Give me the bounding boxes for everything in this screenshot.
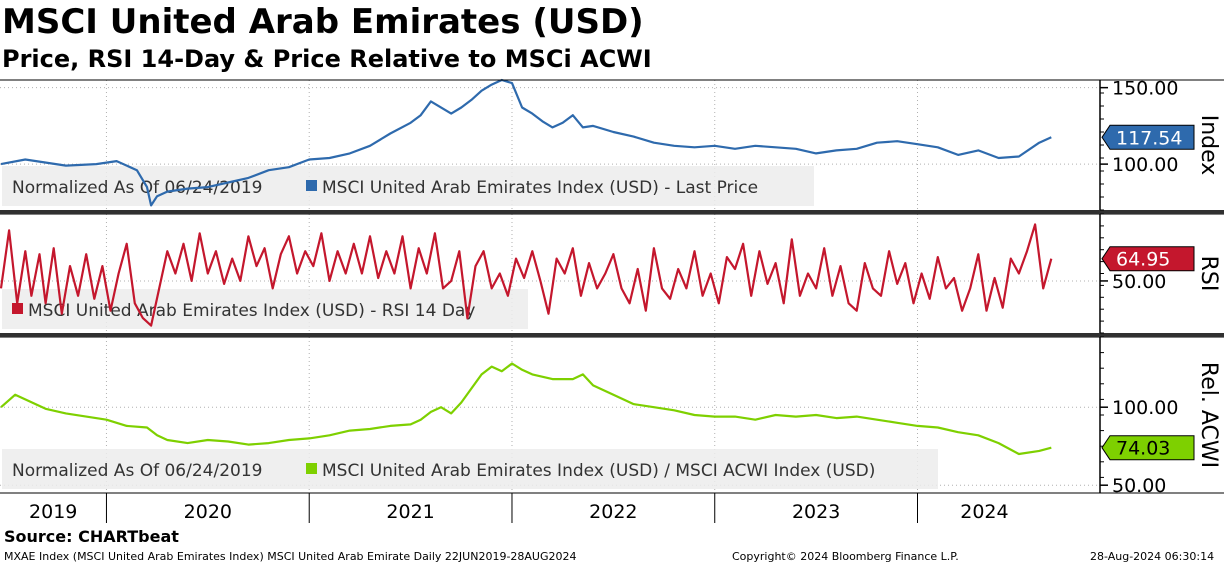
x-tick-label: 2019: [29, 501, 77, 523]
legend-series-label: MSCI United Arab Emirates Index (USD) - …: [322, 178, 758, 198]
legend-series-label: MSCI United Arab Emirates Index (USD) / …: [322, 461, 875, 481]
legend-normalized-label: Normalized As Of 06/24/2019: [12, 178, 262, 198]
last-value-tag: [1101, 435, 1195, 461]
x-tick-label: 2021: [386, 501, 434, 523]
chart-subtitle: Price, RSI 14-Day & Price Relative to MS…: [2, 45, 652, 73]
legend-box: [2, 449, 938, 489]
last-value-label: 117.54: [1116, 127, 1182, 149]
legend-series-label: MSCI United Arab Emirates Index (USD) - …: [28, 301, 475, 321]
series-layer: [0, 78, 1053, 456]
legend-swatch: [306, 463, 317, 474]
footer-copyright: Copyright© 2024 Bloomberg Finance L.P.: [732, 550, 959, 563]
last-value-label: 74.03: [1116, 438, 1170, 460]
last-value-tag: [1101, 124, 1195, 150]
footer-timestamp: 28-Aug-2024 06:30:14: [1090, 550, 1215, 563]
last-value-tag: [1101, 246, 1195, 272]
y-axis-title: Index: [1196, 115, 1221, 176]
x-tick-label: 2020: [184, 501, 232, 523]
chart-title: MSCI United Arab Emirates (USD): [2, 2, 644, 42]
y-tick-label: 100.00: [1112, 397, 1178, 419]
y-axis-title: Rel. ACWI: [1196, 362, 1221, 468]
y-tick-label: 150.00: [1112, 78, 1178, 100]
legend-swatch: [12, 303, 23, 314]
last-value-label: 64.95: [1116, 249, 1170, 271]
x-tick-label: 2023: [792, 501, 840, 523]
panel-separator: [0, 333, 1224, 337]
x-tick-label: 2022: [589, 501, 637, 523]
panel-frames: [0, 79, 1224, 494]
x-tick-label: 2024: [960, 501, 1008, 523]
y-tick-label: 50.00: [1112, 475, 1166, 497]
gridlines: [0, 80, 1100, 493]
footer-info: MXAE Index (MSCI United Arab Emirates In…: [4, 550, 577, 563]
y-tick-label: 100.00: [1112, 154, 1178, 176]
source-note: Source: CHARTbeat: [4, 527, 179, 546]
y-axis-title: RSI: [1196, 256, 1221, 292]
y-tick-label: 50.00: [1112, 271, 1166, 293]
legend-swatch: [306, 180, 317, 191]
legend-normalized-label: Normalized As Of 06/24/2019: [12, 461, 262, 481]
series-line-rsi: [0, 223, 1053, 327]
panel-separator: [0, 210, 1224, 214]
series-line-price: [0, 78, 1052, 207]
series-line-relative: [0, 362, 1052, 456]
legend-box: [2, 289, 528, 329]
